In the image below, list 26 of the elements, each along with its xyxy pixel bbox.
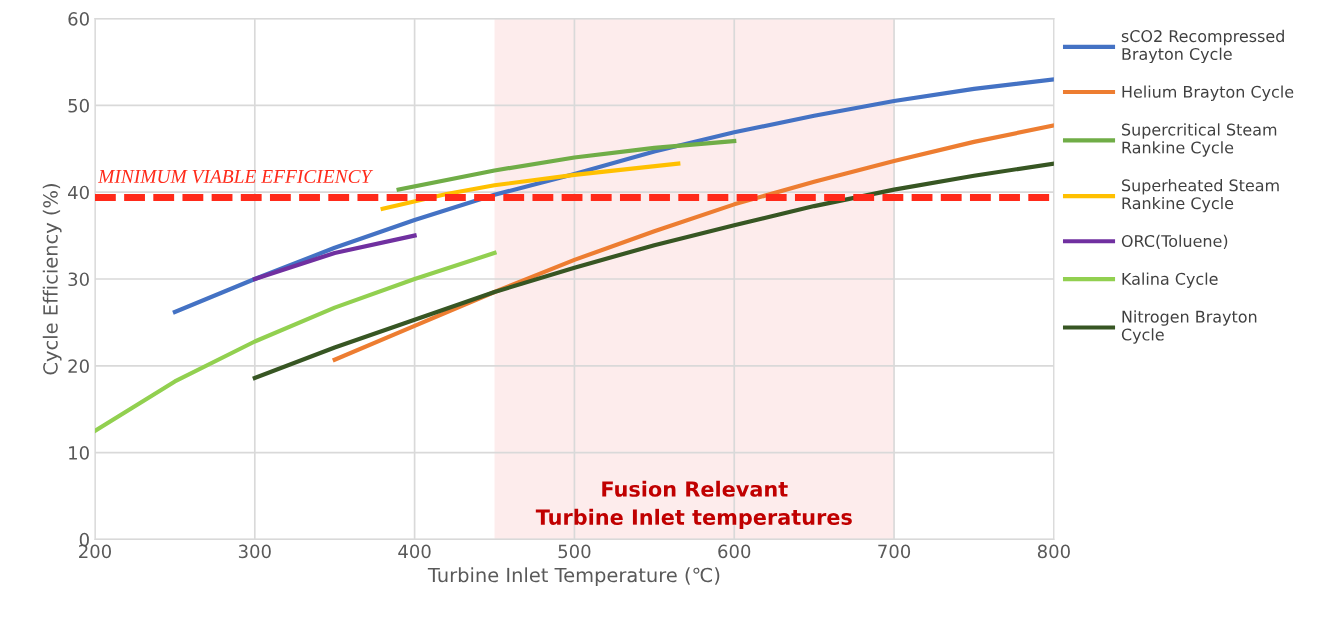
line-series	[94, 250, 497, 433]
y-tick-label: 40	[68, 185, 89, 200]
y-tick-label: 20	[68, 359, 89, 373]
line-series	[380, 161, 681, 211]
legend-label: ORC(Toluene)	[1121, 234, 1228, 249]
line-series	[396, 138, 737, 192]
legend-label: Supercritical Steam Rankine Cycle	[1122, 123, 1277, 157]
x-tick-label: 700	[878, 544, 911, 559]
ref-line-label: MINIMUM VIABLE EFFICIENCY	[97, 169, 374, 184]
legend-label: Helium Brayton Cycle	[1122, 85, 1294, 101]
y-tick-label: 50	[68, 98, 89, 113]
legend-label: sCO2 Recompressed Brayton Cycle	[1121, 29, 1284, 64]
legend-label: Superheated Steam Rankine Cycle	[1122, 179, 1279, 213]
band-label: Fusion Relevant Turbine Inlet temperatures	[535, 480, 852, 529]
x-tick-label: 500	[558, 544, 591, 559]
x-tick-label: 800	[1037, 544, 1070, 559]
legend-label: Nitrogen Brayton Cycle	[1121, 310, 1257, 344]
legend-label: Kalina Cycle	[1122, 272, 1218, 288]
x-tick-label: 300	[238, 544, 271, 559]
y-tick-label: 60	[68, 12, 89, 26]
y-axis-title: Cycle Efficiency (%)	[42, 184, 62, 375]
x-axis-title: Turbine Inlet Temperature (℃)	[427, 567, 720, 587]
x-tick-label: 400	[398, 544, 431, 559]
y-tick-label: 30	[68, 272, 89, 287]
x-tick-label: 600	[718, 544, 751, 559]
y-tick-label: 10	[69, 446, 89, 460]
